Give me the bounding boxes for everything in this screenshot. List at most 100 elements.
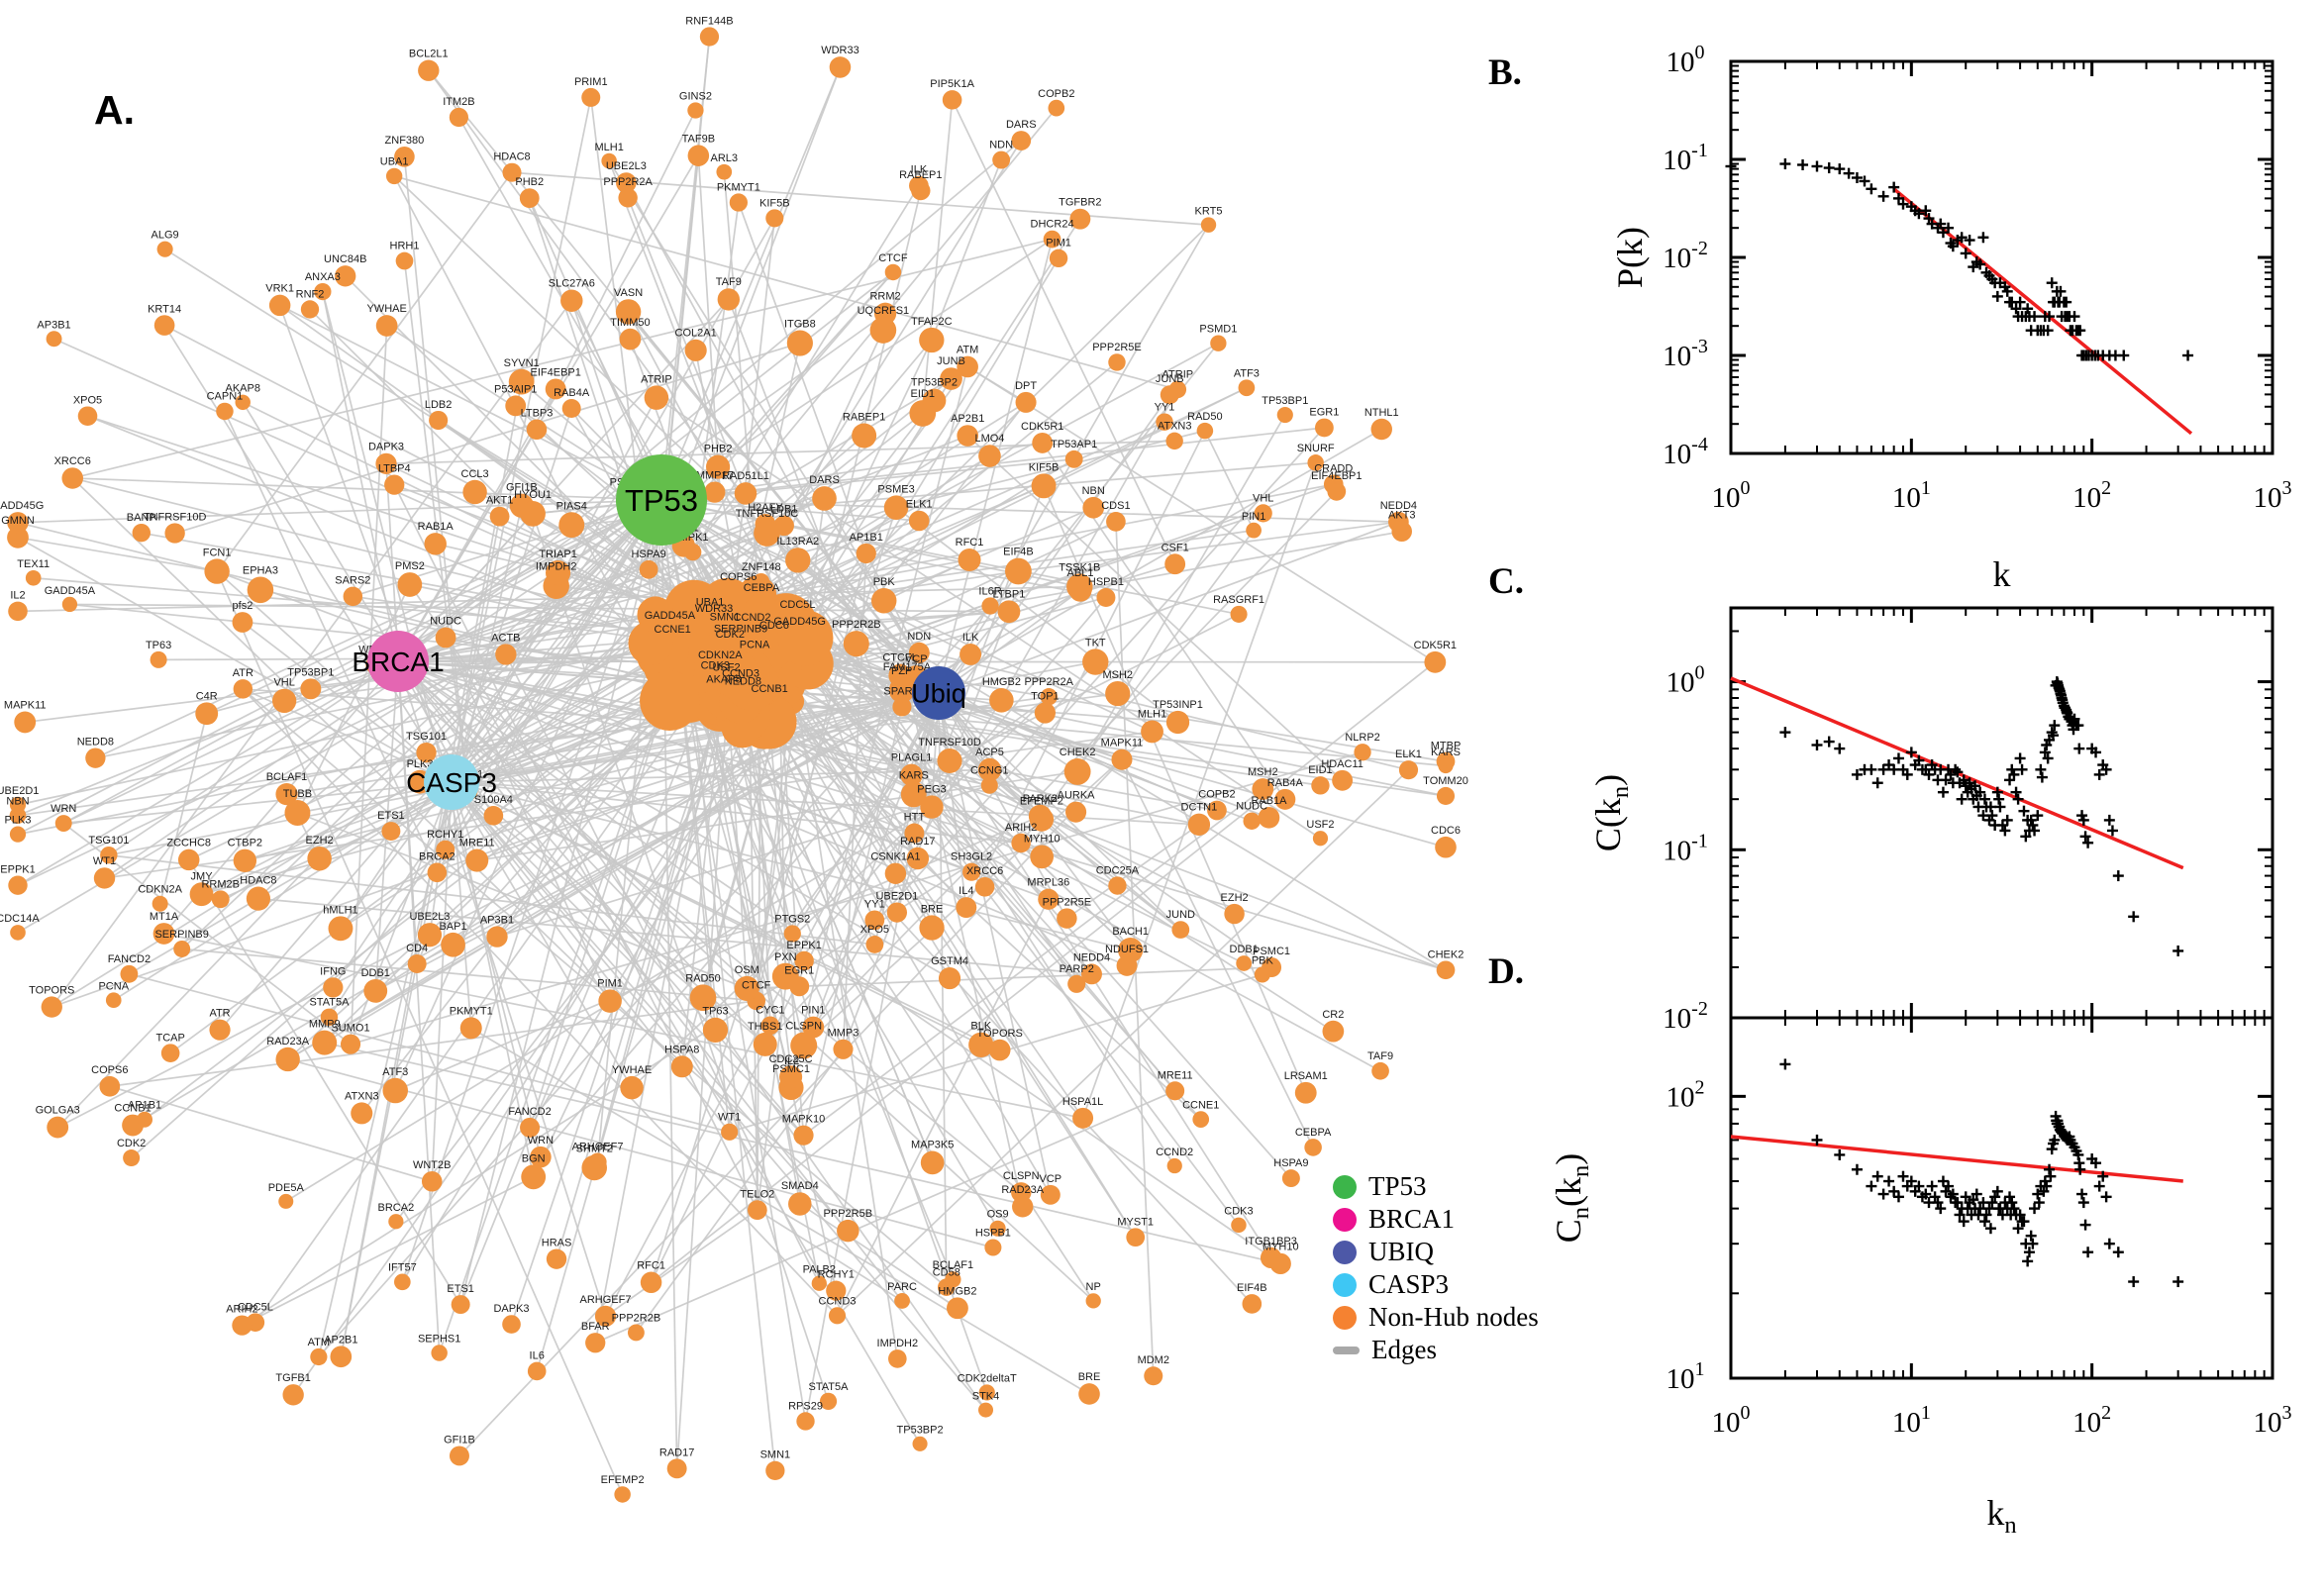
non-hub-node: [765, 209, 784, 228]
gene-label: ITM2B: [443, 96, 474, 108]
non-hub-node: [382, 1077, 409, 1104]
gene-label: GOLGA3: [36, 1105, 80, 1117]
gene-label: AP3B1: [37, 319, 70, 331]
gene-label: HDAC8: [240, 875, 276, 887]
gene-label: ATXN3: [345, 1090, 379, 1102]
gene-label: UBA1: [380, 156, 409, 168]
gene-label: MSH2: [1248, 766, 1278, 778]
gene-label: CCNG1: [970, 765, 1009, 777]
non-hub-node: [1276, 406, 1293, 424]
non-hub-node: [1078, 1383, 1100, 1405]
non-hub-node: [545, 378, 566, 400]
non-hub-node: [1011, 833, 1031, 853]
non-hub-node: [1085, 1293, 1101, 1309]
non-hub-node: [1028, 804, 1053, 828]
gene-label: WT1: [718, 1112, 741, 1124]
non-hub-node: [619, 328, 642, 350]
gene-label: TNFRSF10D: [918, 737, 981, 748]
non-hub-node: [717, 288, 741, 311]
gene-label: PTGS2: [774, 913, 810, 925]
gene-label: CDK2deltaT: [958, 1372, 1017, 1384]
gene-label: CDK2: [117, 1138, 146, 1149]
plot-panel-C: 100 10-1 10-2 C(kn): [1588, 606, 2274, 1035]
non-hub-node: [765, 1460, 785, 1481]
gene-label: RNF2: [296, 288, 325, 300]
non-hub-node: [152, 895, 168, 912]
svg-text:10-1: 10-1: [1663, 140, 1708, 176]
gene-label: VCP: [905, 653, 928, 665]
non-hub-node: [93, 867, 116, 889]
non-hub-node: [922, 388, 947, 413]
gene-label: COPS6: [720, 571, 757, 583]
gene-label: MSH2: [1102, 669, 1133, 681]
gene-label: BACH1: [1112, 926, 1149, 938]
gene-label: PPP2R2B: [832, 619, 881, 631]
gene-label: CLSPN: [1003, 1170, 1040, 1182]
ubiq-dot-icon: [1333, 1240, 1357, 1264]
gene-label: HYOU1: [514, 489, 552, 501]
non-hub-node: [856, 543, 876, 564]
non-hub-node: [527, 1361, 547, 1381]
non-hub-node: [1438, 757, 1454, 774]
gene-label: PLK3: [5, 815, 32, 827]
gene-label: CR2: [1322, 1009, 1344, 1021]
nonhub-dot-icon: [1333, 1305, 1357, 1330]
non-hub-node: [1031, 473, 1057, 499]
gene-label: ATXN3: [1158, 421, 1192, 433]
non-hub-node: [85, 748, 106, 768]
non-hub-node: [1012, 1196, 1034, 1218]
gene-label: DHCR24: [1031, 219, 1074, 231]
gene-label: CDC6: [1431, 825, 1461, 837]
gene-label: BLK: [970, 1021, 991, 1033]
gene-label: ETS1: [447, 1283, 474, 1295]
gene-label: GFI1B: [506, 482, 538, 494]
gene-label: WRN: [50, 803, 76, 815]
gene-label: MRE11: [1158, 1069, 1193, 1081]
gene-label: IL6: [530, 1350, 545, 1362]
non-hub-node: [300, 300, 320, 319]
gene-label: NEDD8: [725, 676, 761, 688]
non-hub-node: [61, 596, 78, 613]
gene-label: FAM175A: [883, 661, 932, 673]
non-hub-node: [335, 265, 356, 287]
gene-label: ATM: [308, 1337, 330, 1348]
non-hub-node: [465, 848, 489, 872]
non-hub-node: [1281, 1169, 1300, 1188]
gene-label: COPS6: [91, 1064, 128, 1076]
gene-label: GADD45G: [0, 500, 44, 512]
non-hub-node: [521, 1164, 547, 1190]
gene-label: NDN: [907, 631, 931, 643]
non-hub-node: [459, 1017, 482, 1040]
svg-text:100: 100: [1712, 477, 1751, 514]
gene-label: WDR33: [821, 45, 859, 56]
non-hub-node: [829, 56, 852, 78]
gene-label: LDB1: [770, 504, 798, 516]
non-hub-node: [812, 486, 837, 511]
non-hub-node: [852, 423, 877, 449]
non-hub-node: [489, 506, 510, 527]
gene-label: TRIAP1: [539, 549, 577, 560]
gene-label: pfs2: [233, 600, 253, 612]
gene-label: YWHAE: [366, 303, 406, 315]
gene-label: DAPK3: [493, 1303, 529, 1315]
gene-label: HSPA1L: [1062, 1096, 1103, 1108]
non-hub-node: [777, 610, 834, 666]
non-hub-node: [919, 915, 945, 941]
non-hub-node: [8, 875, 28, 895]
gene-label: SEPHS1: [418, 1333, 460, 1345]
gene-label: CD4: [406, 943, 428, 954]
non-hub-node: [900, 781, 927, 808]
gene-label: SMAD4: [781, 1180, 819, 1192]
gene-label: ARIH2: [1005, 822, 1037, 834]
non-hub-node: [1030, 845, 1055, 869]
svg-text:103: 103: [2254, 1402, 2292, 1439]
gene-label: PIM1: [1046, 238, 1071, 249]
gene-label: CDK5R1: [1021, 421, 1063, 433]
non-hub-node: [47, 1116, 69, 1139]
non-hub-node: [1236, 955, 1253, 971]
gene-label: HSPA9: [631, 549, 665, 560]
gene-label: YY1: [1155, 401, 1175, 413]
svg-text:k: k: [1993, 554, 2011, 594]
gene-label: AKT1: [486, 495, 514, 507]
gene-label: HDAC8: [493, 151, 530, 163]
